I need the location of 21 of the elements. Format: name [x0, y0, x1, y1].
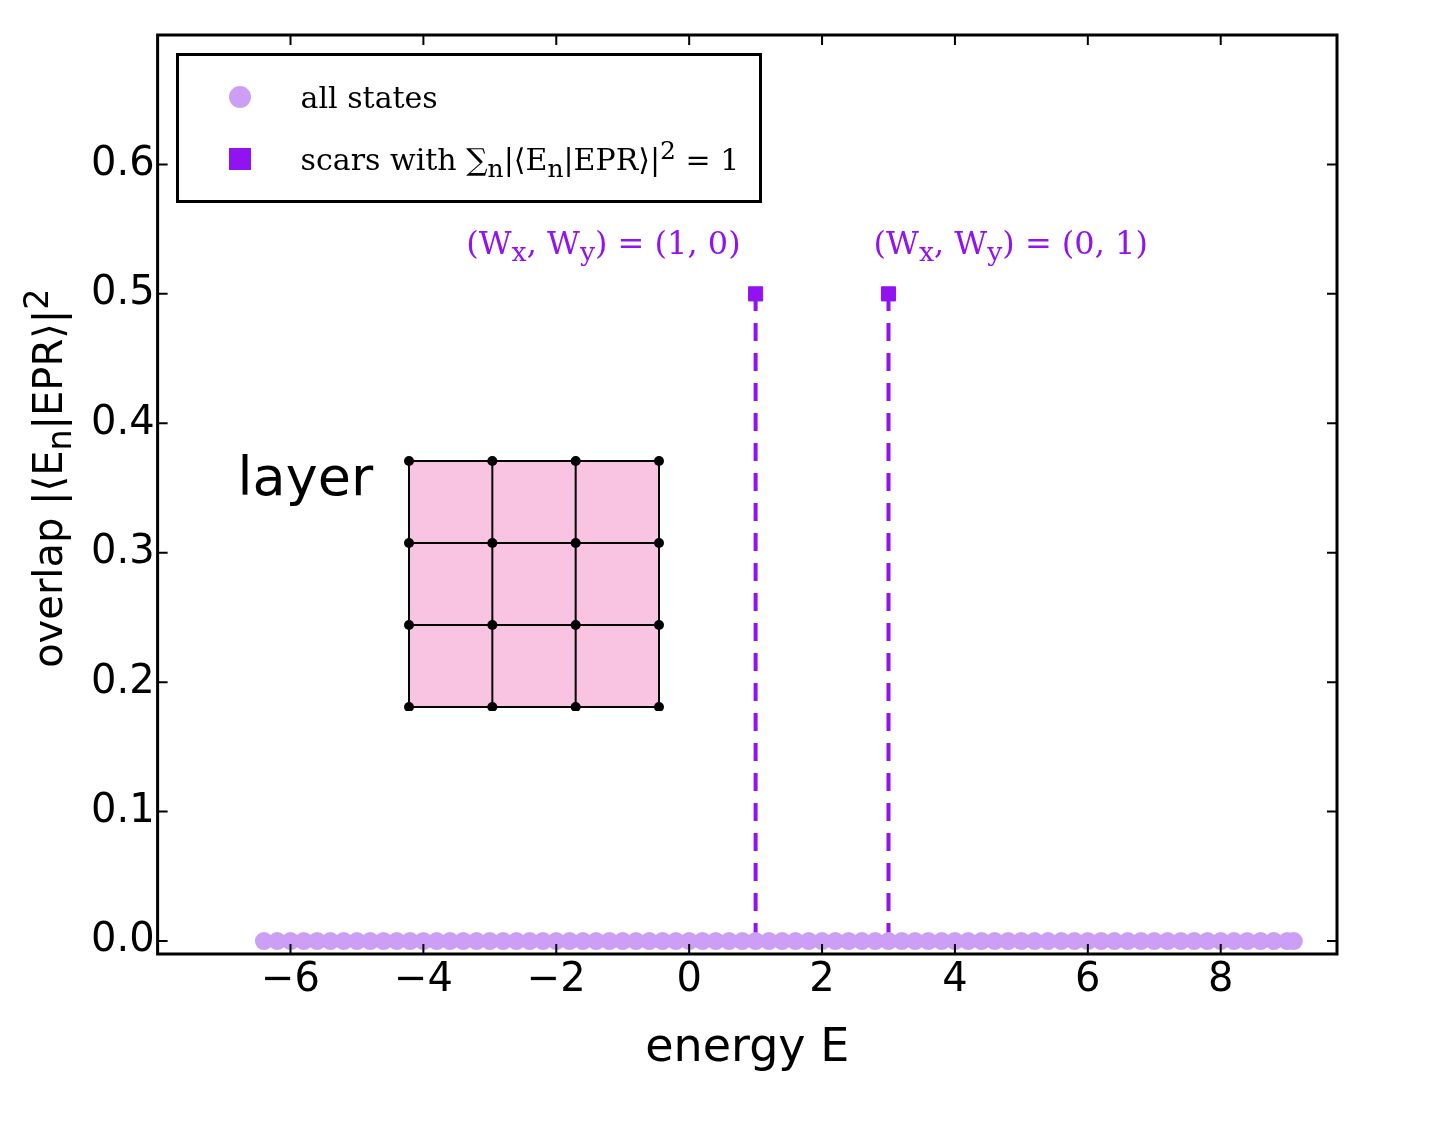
- y-tick-label: 0.0: [90, 914, 155, 961]
- y-tick-label: 0.1: [90, 785, 155, 832]
- y-tick-label: 0.4: [90, 396, 155, 443]
- x-tick-label: 0: [676, 954, 702, 1001]
- x-axis-title: energy E: [645, 1018, 850, 1072]
- x-tick-label: 4: [942, 954, 968, 1001]
- x-tick-label: 8: [1208, 954, 1234, 1001]
- annotation: layer: [237, 445, 374, 508]
- y-tick-label: 0.3: [90, 526, 155, 573]
- x-tick-label: −6: [261, 954, 320, 1001]
- legend-label: scars with ∑$_{n}$|⟨E$_{n}$|EPR⟩|$^{2}$ = 1: [300, 135, 740, 183]
- annotation: (W$_{x}$, W$_{y}$) = (1, 0): [466, 223, 741, 268]
- x-tick-label: −2: [526, 954, 586, 1001]
- annotation: (W$_{x}$, W$_{y}$) = (0, 1): [873, 223, 1148, 268]
- y-tick-label: 0.2: [90, 655, 155, 702]
- x-tick-label: −4: [393, 954, 453, 1001]
- x-tick-label: 6: [1075, 954, 1101, 1001]
- x-tick-label: 2: [809, 954, 835, 1001]
- legend-label: all states: [300, 79, 438, 115]
- y-tick-label: 0.6: [90, 137, 155, 184]
- y-tick-label: 0.5: [90, 267, 155, 314]
